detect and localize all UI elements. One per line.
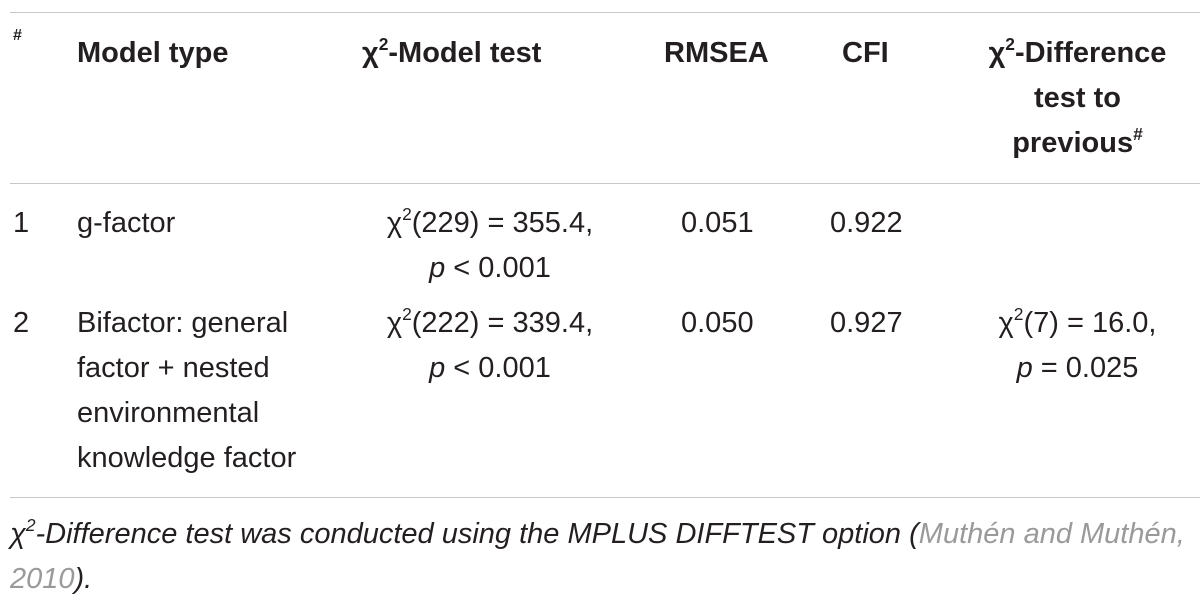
- header-difference-test: χ2-Difference test to previous#: [988, 33, 1167, 159]
- header-number: #: [13, 27, 22, 44]
- row1-cfi: 0.922: [830, 207, 903, 239]
- row2-number: 2: [13, 307, 30, 339]
- table-top-rule: [10, 12, 1200, 13]
- citation-link[interactable]: Muthén and Muthén, 2010: [10, 518, 1185, 595]
- row2-cfi: 0.927: [830, 307, 903, 339]
- header-chi-model-test: χ2-Model test: [362, 33, 542, 69]
- row1-number: 1: [13, 207, 30, 239]
- row1-rmsea: 0.051: [681, 207, 754, 239]
- header-bottom-rule: [10, 183, 1200, 184]
- row1-model-type: g-factor: [77, 207, 176, 239]
- header-cfi: CFI: [842, 37, 889, 69]
- table-bottom-rule: [10, 497, 1200, 498]
- row2-model-type: Bifactor: general factor + nested enviro…: [77, 307, 297, 474]
- row2-difference-test: χ2(7) = 16.0, p = 0.025: [998, 303, 1157, 384]
- table-footnote: χ2-Difference test was conducted using t…: [10, 514, 1185, 595]
- row2-rmsea: 0.050: [681, 307, 754, 339]
- row1-chi-model-test: χ2(229) = 355.4, p < 0.001: [386, 203, 594, 284]
- header-model-type: Model type: [77, 37, 229, 69]
- header-rmsea: RMSEA: [664, 37, 769, 69]
- row2-chi-model-test: χ2(222) = 339.4, p < 0.001: [386, 303, 594, 384]
